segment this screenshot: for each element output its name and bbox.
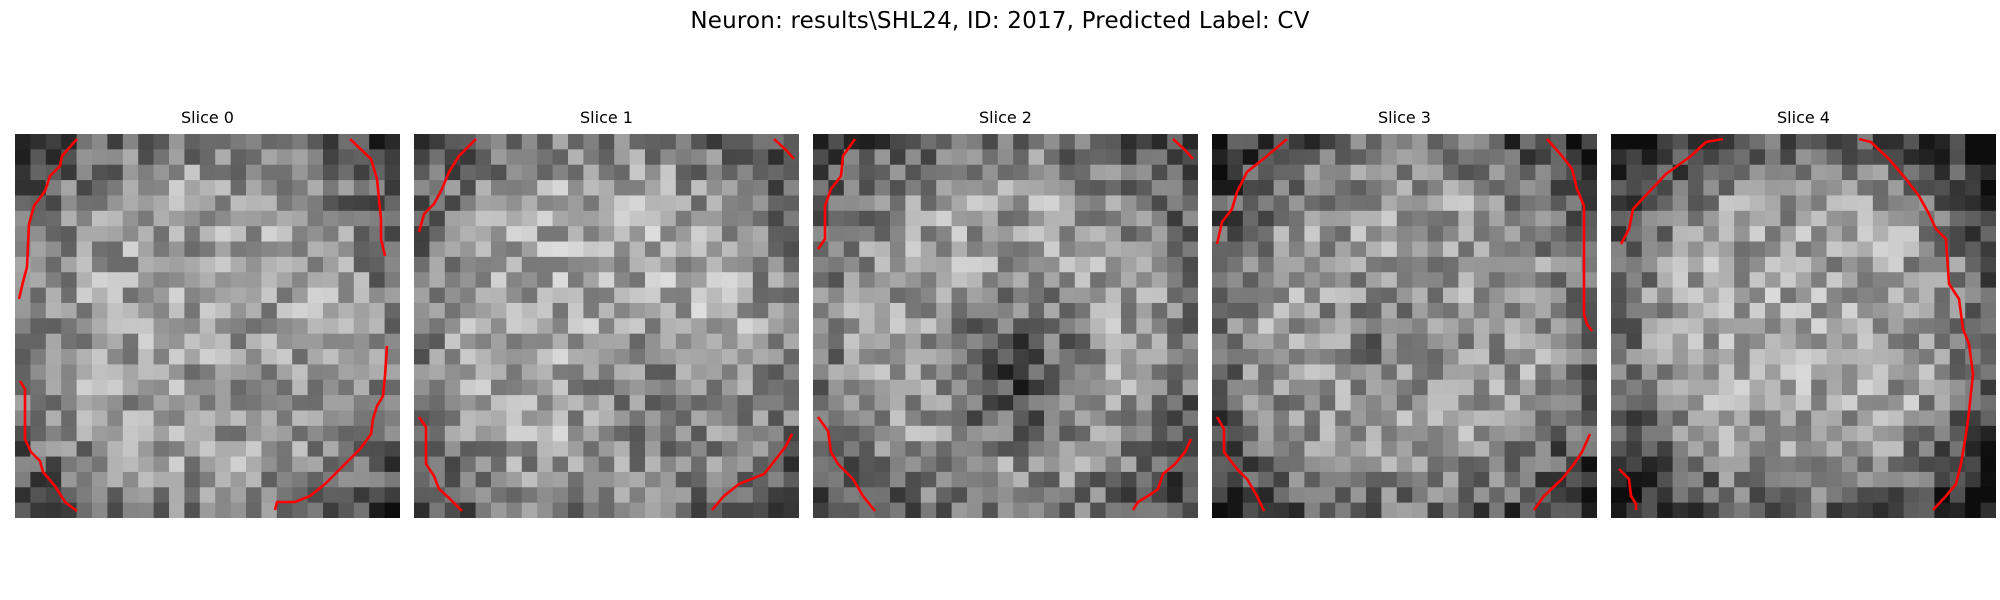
slice-image-0-svg xyxy=(15,134,400,518)
slice-contour-0 xyxy=(17,138,389,513)
slice-panel-1: Slice 1 xyxy=(414,108,799,518)
slice-image-1-pixels xyxy=(414,134,799,518)
slice-title-3: Slice 3 xyxy=(1378,108,1431,127)
slice-title-4: Slice 4 xyxy=(1777,108,1830,127)
slice-image-3-pixels xyxy=(1212,134,1597,518)
slice-title-2: Slice 2 xyxy=(979,108,1032,127)
slice-panel-4: Slice 4 xyxy=(1611,108,1996,518)
slice-image-2-pixels xyxy=(813,134,1198,518)
slice-panel-0: Slice 0 xyxy=(15,108,400,518)
slice-contour-4 xyxy=(1618,137,1975,511)
figure-title: Neuron: results\SHL24, ID: 2017, Predict… xyxy=(690,8,1310,34)
slice-image-3-svg xyxy=(1212,134,1597,518)
slice-image-0 xyxy=(15,134,400,518)
slice-image-2-svg xyxy=(813,134,1198,518)
slice-image-4 xyxy=(1611,134,1996,518)
slice-image-4-svg xyxy=(1611,134,1996,518)
slice-image-2 xyxy=(813,134,1198,518)
slice-contour-3 xyxy=(1215,138,1594,512)
slice-panel-2: Slice 2 xyxy=(813,108,1198,518)
slice-title-0: Slice 0 xyxy=(181,108,234,127)
slice-image-1-svg xyxy=(414,134,799,518)
slice-contour-1 xyxy=(417,138,795,512)
slice-title-1: Slice 1 xyxy=(580,108,633,127)
slice-image-0-pixels xyxy=(15,134,400,518)
slice-image-1 xyxy=(414,134,799,518)
slice-image-3 xyxy=(1212,134,1597,518)
slice-panel-3: Slice 3 xyxy=(1212,108,1597,518)
slice-contour-2 xyxy=(816,138,1194,512)
slice-image-4-pixels xyxy=(1611,134,1996,518)
